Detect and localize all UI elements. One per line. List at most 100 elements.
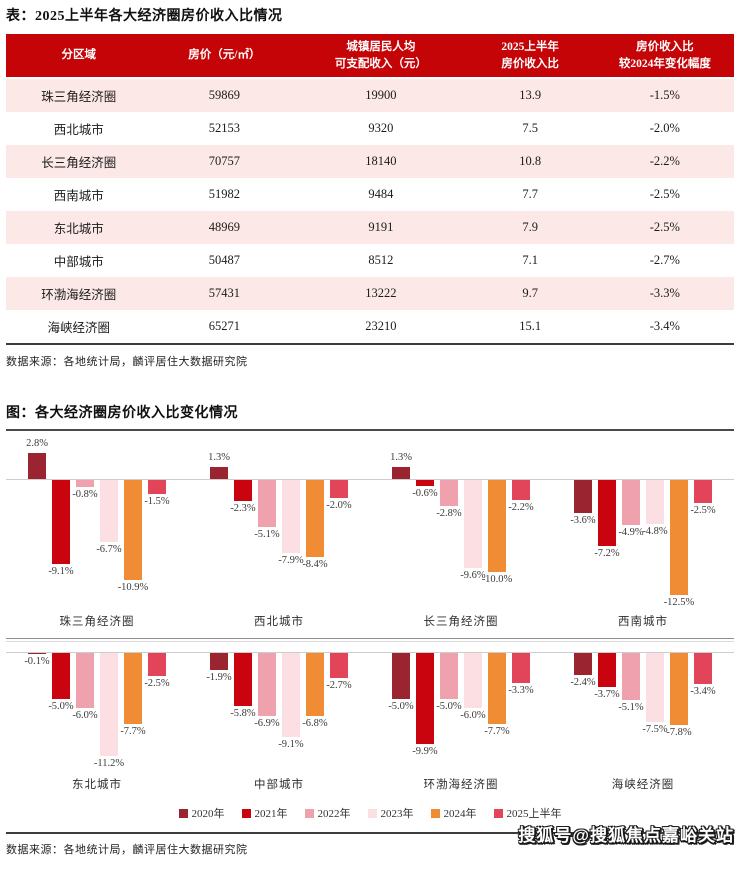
- chart-group-label: 西北城市: [254, 616, 304, 629]
- chart-bar: [416, 480, 434, 487]
- bar-value-label: -2.4%: [570, 677, 596, 689]
- bar-value-label: -3.4%: [690, 686, 716, 698]
- bar-value-label: -3.6%: [570, 515, 596, 527]
- bar-value-label: -5.0%: [388, 701, 414, 713]
- chart-bar: [512, 480, 530, 501]
- legend-label: 2021年: [254, 808, 288, 821]
- chart-bar: [574, 480, 592, 514]
- bar-value-label: 1.3%: [390, 452, 412, 464]
- chart-bar: [622, 653, 640, 701]
- table-cell: 西北城市: [53, 123, 104, 138]
- chart-bar: [622, 480, 640, 526]
- zero-axis-line: [6, 479, 734, 481]
- chart-bar: [306, 480, 324, 558]
- chart-group: -0.1% -5.0% -6.0% -11.2% -7.7% -2.5%: [6, 642, 188, 774]
- chart-bar: [330, 480, 348, 499]
- bar-value-label: -6.0%: [72, 710, 98, 722]
- table-cell: 长三角经济圈: [41, 156, 117, 171]
- legend-item: 2020年: [178, 805, 225, 821]
- bar-value-label: -2.3%: [230, 503, 256, 515]
- table-cell: 50487: [208, 253, 241, 268]
- chart-bar: [694, 480, 712, 504]
- chart-group-labels: 东北城市 中部城市 环渤海经济圈 海峡经济圈: [6, 776, 734, 792]
- chart-top-rule: [6, 429, 734, 432]
- chart-bar: [282, 653, 300, 738]
- bar-value-label: 1.3%: [208, 452, 230, 464]
- table-cell: 13.9: [519, 88, 542, 103]
- chart-bar: [210, 653, 228, 671]
- table-header-cell: 分区域: [6, 34, 152, 80]
- legend-label: 2020年: [191, 808, 225, 821]
- bar-value-label: -0.8%: [72, 489, 98, 501]
- bar-value-label: -1.5%: [144, 496, 170, 508]
- chart-group-label: 东北城市: [72, 779, 122, 792]
- bar-value-label: -9.1%: [278, 739, 304, 751]
- chart-group-label: 长三角经济圈: [423, 616, 499, 629]
- chart-bar: [488, 480, 506, 573]
- table-cell: 9484: [368, 187, 394, 202]
- bar-value-label: -7.7%: [120, 726, 146, 738]
- bar-value-label: -6.7%: [96, 544, 122, 556]
- bar-value-label: -2.5%: [144, 678, 170, 690]
- chart-bar: [28, 453, 46, 480]
- table-row: 西北城市 52153 9320 7.5 -2.0%: [6, 112, 734, 145]
- table-cell: -2.5%: [649, 220, 680, 235]
- bar-value-label: -4.8%: [642, 526, 668, 538]
- bar-value-label: -10.9%: [117, 582, 149, 594]
- table-cell: 13222: [365, 286, 397, 301]
- chart-title: 图：各大经济圈房价收入比变化情况: [6, 406, 238, 422]
- chart-group-labels: 珠三角经济圈 西北城市 长三角经济圈 西南城市: [6, 613, 734, 629]
- bar-value-label: -7.8%: [666, 727, 692, 739]
- chart-bar: [234, 653, 252, 707]
- chart-bar: [76, 480, 94, 488]
- table-cell: 环渤海经济圈: [41, 288, 117, 303]
- chart-bar: [416, 653, 434, 745]
- chart-bar: [52, 480, 70, 565]
- chart-bar: [100, 653, 118, 757]
- table-cell: 中部城市: [53, 255, 104, 270]
- chart-group: -2.4% -3.7% -5.1% -7.5% -7.8% -3.4%: [552, 642, 734, 774]
- bar-value-label: -2.8%: [436, 508, 462, 520]
- chart-bar: [258, 480, 276, 528]
- bar-value-label: -2.0%: [326, 500, 352, 512]
- bar-value-label: -0.6%: [412, 488, 438, 500]
- chart-group: -5.0% -9.9% -5.0% -6.0% -7.7% -3.3%: [370, 642, 552, 774]
- table-cell: 7.1: [522, 253, 538, 268]
- bar-value-label: -9.1%: [48, 566, 74, 578]
- bar-value-label: -10.0%: [481, 574, 513, 586]
- table-cell: -3.3%: [649, 286, 680, 301]
- chart-bar: [512, 653, 530, 684]
- legend-swatch-icon: [430, 808, 440, 818]
- table-row: 珠三角经济圈 59869 19900 13.9 -1.5%: [6, 78, 734, 113]
- table-row: 中部城市 50487 8512 7.1 -2.7%: [6, 244, 734, 277]
- table-cell: 65271: [208, 319, 241, 334]
- chart-bar: [330, 653, 348, 679]
- zero-axis-line: [6, 652, 734, 654]
- page: 表：2025上半年各大经济圈房价收入比情况 分区域 房价（元/㎡） 城镇居民人均 可支…: [6, 9, 734, 856]
- table-cell: 52153: [208, 121, 241, 136]
- chart-bar: [148, 653, 166, 677]
- bar-value-label: -3.3%: [508, 685, 534, 697]
- table-cell: 西南城市: [53, 189, 104, 204]
- chart-bar: [124, 480, 142, 581]
- watermark: 搜狐号@搜狐焦点嘉峪关站: [518, 826, 734, 846]
- chart-bar: [52, 653, 70, 700]
- chart-group: 1.3% -0.6% -2.8% -9.6% -10.0% -2.2%: [370, 431, 552, 611]
- chart-group: 1.3% -2.3% -5.1% -7.9% -8.4% -2.0%: [188, 431, 370, 611]
- table-cell: 18140: [365, 154, 397, 169]
- table-row: 长三角经济圈 70757 18140 10.8 -2.2%: [6, 145, 734, 179]
- chart-group: 2.8% -9.1% -0.8% -6.7% -10.9% -1.5%: [6, 431, 188, 611]
- table-row: 东北城市 48969 9191 7.9 -2.5%: [6, 211, 734, 245]
- chart-bar: [646, 480, 664, 525]
- table-cell: -2.5%: [649, 187, 680, 202]
- table-header-row: 分区域 房价（元/㎡） 城镇居民人均 可支配收入（元） 2025上半年 房价收入比 房价收入…: [6, 34, 734, 80]
- table-header-cell: 房价（元/㎡）: [151, 34, 298, 80]
- chart-bar: [28, 653, 46, 655]
- legend-item: 2024年: [430, 805, 477, 821]
- legend-item: 2025上半年: [493, 805, 562, 821]
- legend-label: 2024年: [443, 808, 477, 821]
- table-body: 珠三角经济圈 59869 19900 13.9 -1.5% 西北城市 52153 9320 7.…: [6, 78, 734, 344]
- chart-bar: [148, 480, 166, 495]
- table-header-cell: 2025上半年 房价收入比: [464, 34, 596, 80]
- bar-value-label: -0.1%: [24, 656, 50, 668]
